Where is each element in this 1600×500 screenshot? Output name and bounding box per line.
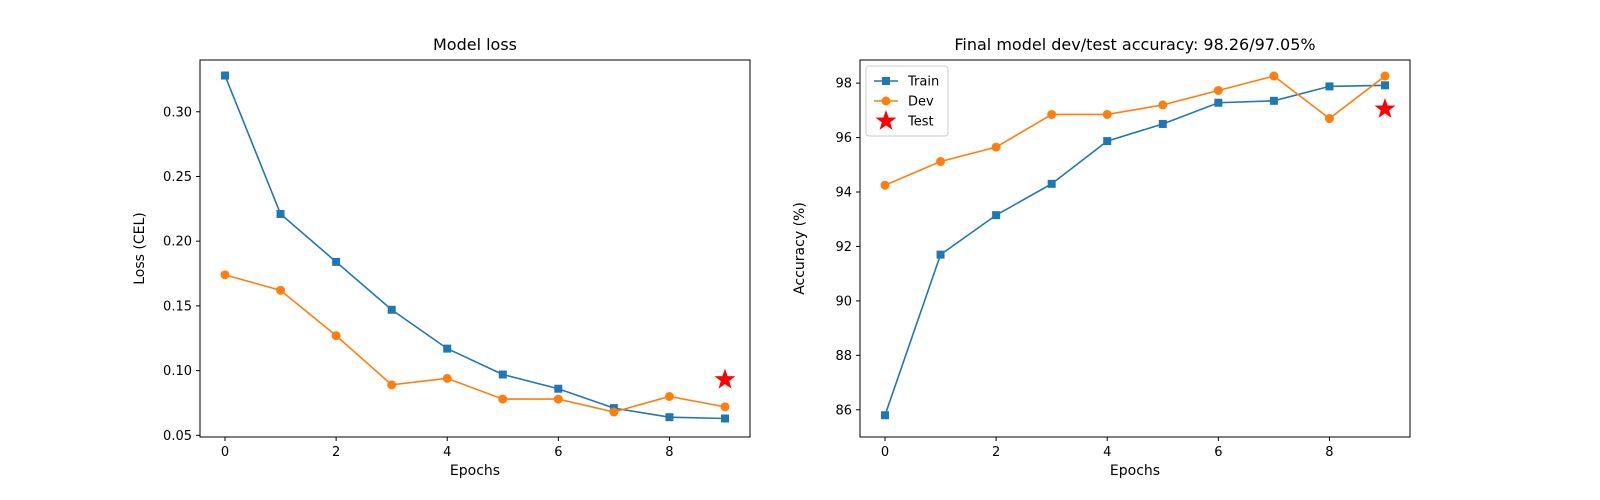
plot-frame <box>199 59 751 438</box>
data-point-dev <box>387 380 397 390</box>
y-tick-label: 90 <box>835 294 852 309</box>
data-point-dev <box>276 285 286 295</box>
series-train <box>221 71 729 423</box>
y-tick-label: 94 <box>835 186 852 201</box>
legend-label-dev: Dev <box>908 95 934 110</box>
x-tick-label: 4 <box>1103 445 1111 460</box>
data-point-train <box>1269 96 1278 105</box>
data-point-train <box>936 250 945 259</box>
data-point-dev <box>1102 109 1112 119</box>
legend-marker-test <box>875 110 897 130</box>
chart-panel-1: Model loss 0 2 4 6 8 0.05 0.10 0.15 0.20 0.25 0.30 E… <box>132 35 751 479</box>
data-point-dev <box>1380 71 1390 81</box>
x-axis-label: Epochs <box>1110 463 1160 479</box>
data-point-test <box>714 368 736 389</box>
data-point-train <box>1214 98 1223 107</box>
data-point-dev <box>1158 100 1168 110</box>
data-point-train <box>554 384 563 393</box>
data-point-test <box>1374 98 1396 118</box>
chart-title: Model loss <box>433 35 517 54</box>
y-tick-label: 0.15 <box>163 299 192 314</box>
data-point-dev <box>1213 85 1223 95</box>
data-point-train <box>1381 81 1389 90</box>
data-point-dev <box>936 157 946 167</box>
series-test <box>714 368 736 389</box>
y-tick-label: 88 <box>835 349 852 364</box>
y-tick-label: 0.25 <box>163 170 192 185</box>
data-point-dev <box>498 394 508 404</box>
data-point-dev <box>991 142 1001 152</box>
legend-label-train: Train <box>907 75 939 90</box>
x-tick-label: 8 <box>665 445 673 460</box>
data-point-dev <box>1324 114 1334 124</box>
data-point-dev <box>880 180 890 190</box>
data-point-dev <box>442 373 452 383</box>
x-tick-label: 8 <box>1325 445 1333 460</box>
data-point-dev <box>553 394 563 404</box>
plot-frame <box>859 59 1411 438</box>
y-axis-label: Accuracy (%) <box>792 202 808 295</box>
data-point-dev <box>1047 109 1057 119</box>
y-tick-label: 0.10 <box>163 364 192 379</box>
data-point-train <box>992 211 1001 220</box>
data-point-dev <box>664 391 674 401</box>
y-tick-label: 98 <box>835 77 852 92</box>
data-point-dev <box>331 331 341 341</box>
y-tick-label: 0.30 <box>163 105 192 120</box>
x-tick-label: 6 <box>1214 445 1222 460</box>
series-line-train <box>224 75 726 420</box>
x-axis-label: Epochs <box>450 463 500 479</box>
legend-marker-dev <box>881 96 891 106</box>
chart-panel-2: Final model dev/test accuracy: 98.26/97.… <box>792 35 1411 479</box>
legend: Train Dev Test <box>865 65 949 137</box>
series-test <box>1374 98 1396 118</box>
data-point-train <box>332 257 341 266</box>
data-point-dev <box>720 402 730 412</box>
data-point-train <box>881 411 889 420</box>
data-point-dev <box>1269 71 1279 81</box>
data-point-train <box>665 413 674 422</box>
legend-label-test: Test <box>907 115 934 130</box>
x-tick-label: 0 <box>221 445 229 460</box>
data-point-train <box>1325 82 1334 91</box>
x-tick-label: 0 <box>881 445 889 460</box>
data-point-train <box>498 370 507 379</box>
legend-marker-train <box>882 77 890 85</box>
x-tick-label: 2 <box>992 445 1000 460</box>
series-line-dev <box>884 75 1386 186</box>
x-tick-label: 4 <box>443 445 451 460</box>
y-axis-label: Loss (CEL) <box>132 212 148 285</box>
data-point-train <box>721 414 729 423</box>
x-tick-label: 6 <box>554 445 562 460</box>
data-point-train <box>387 305 396 314</box>
y-tick-label: 92 <box>835 240 852 255</box>
data-point-train <box>1047 179 1056 188</box>
series-dev <box>220 270 730 417</box>
data-point-train <box>1158 119 1167 128</box>
y-tick-label: 0.05 <box>163 429 192 444</box>
data-point-train <box>443 344 452 353</box>
data-point-dev <box>609 407 619 417</box>
y-tick-label: 96 <box>835 131 852 146</box>
series-train <box>881 81 1389 420</box>
data-point-train <box>221 71 229 80</box>
y-tick-label: 86 <box>835 403 852 418</box>
chart-title: Final model dev/test accuracy: 98.26/97.… <box>954 35 1315 54</box>
data-point-train <box>276 210 285 219</box>
y-tick-label: 0.20 <box>163 235 192 250</box>
series-line-dev <box>224 274 726 413</box>
data-point-train <box>1103 137 1112 146</box>
data-point-dev <box>220 270 230 280</box>
series-dev <box>880 71 1390 190</box>
series-line-train <box>884 84 1386 416</box>
x-tick-label: 2 <box>332 445 340 460</box>
